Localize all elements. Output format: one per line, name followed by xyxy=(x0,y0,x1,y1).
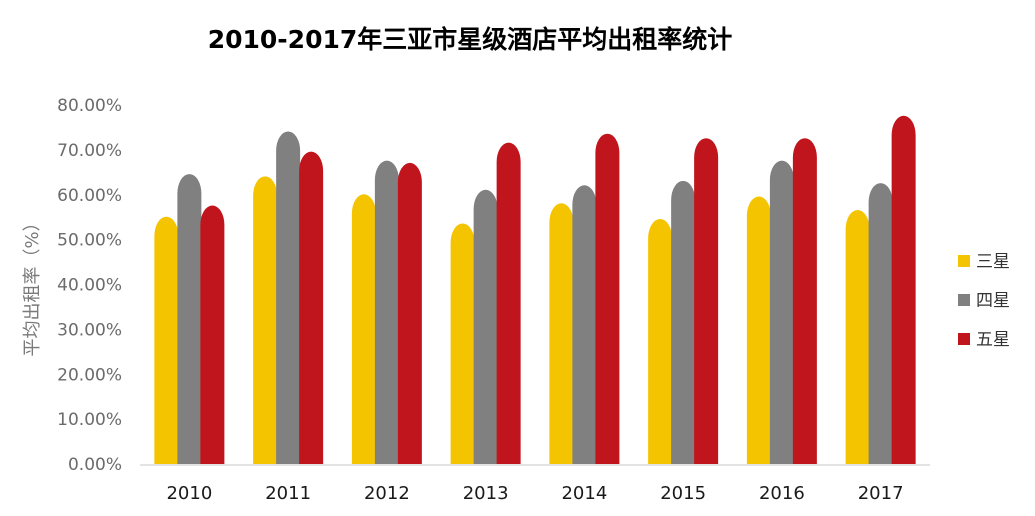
bars xyxy=(154,115,916,465)
bar xyxy=(746,196,771,464)
bar xyxy=(595,133,620,464)
chart-title: 2010-2017年三亚市星级酒店平均出租率统计 xyxy=(208,25,733,54)
y-tick-label: 20.00% xyxy=(57,365,122,385)
x-tick-label: 2012 xyxy=(364,483,410,504)
x-tick-label: 2011 xyxy=(265,483,311,504)
legend-label: 三星 xyxy=(976,252,1010,272)
bar xyxy=(845,209,870,464)
bar xyxy=(253,176,278,465)
bar xyxy=(769,160,794,464)
x-tick-label: 2015 xyxy=(660,483,706,504)
x-tick-label: 2013 xyxy=(463,483,509,504)
x-tick-label: 2017 xyxy=(858,483,904,504)
bar xyxy=(374,160,399,464)
y-axis-ticks: 0.00% 10.00% 20.00% 30.00% 40.00% 50.00% 60.00… xyxy=(57,96,122,475)
bar xyxy=(572,185,597,464)
y-tick-label: 0.00% xyxy=(68,455,122,475)
legend-swatch xyxy=(958,255,970,267)
y-axis-label: 平均出租率（%） xyxy=(22,213,43,356)
bar xyxy=(200,205,225,465)
y-tick-label: 80.00% xyxy=(57,96,122,116)
y-tick-label: 60.00% xyxy=(57,186,122,206)
y-tick-label: 30.00% xyxy=(57,320,122,340)
x-tick-label: 2010 xyxy=(166,483,212,504)
bar xyxy=(473,189,498,464)
bar xyxy=(549,203,574,464)
legend-label: 四星 xyxy=(976,291,1010,311)
bar xyxy=(299,151,324,464)
x-tick-label: 2014 xyxy=(561,483,607,504)
bar xyxy=(868,183,893,464)
bar xyxy=(177,174,202,464)
x-axis-ticks: 2010 2011 2012 2013 2014 2015 2016 2017 xyxy=(166,483,903,504)
bar xyxy=(276,131,301,465)
bar xyxy=(792,138,817,464)
bar xyxy=(450,223,475,464)
bar xyxy=(648,218,673,464)
y-tick-label: 10.00% xyxy=(57,410,122,430)
bar xyxy=(891,115,916,464)
bar xyxy=(694,138,719,464)
bar xyxy=(671,180,696,464)
x-tick-label: 2016 xyxy=(759,483,805,504)
y-tick-label: 70.00% xyxy=(57,141,122,161)
y-tick-label: 50.00% xyxy=(57,231,122,251)
legend-swatch xyxy=(958,294,970,306)
bar xyxy=(154,216,179,464)
legend-label: 五星 xyxy=(976,330,1010,350)
legend-swatch xyxy=(958,333,970,345)
bar xyxy=(351,194,376,464)
y-tick-label: 40.00% xyxy=(57,276,122,296)
bar xyxy=(496,142,521,465)
bar xyxy=(397,162,422,464)
